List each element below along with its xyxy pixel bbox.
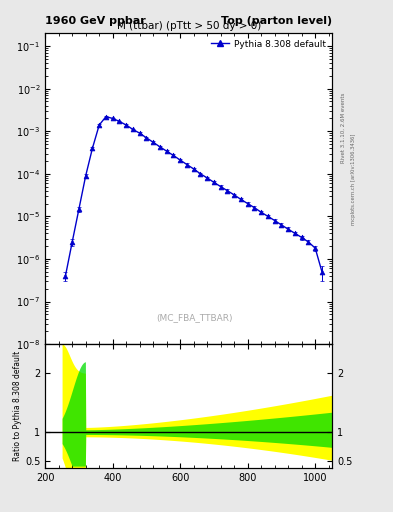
Text: Top (parton level): Top (parton level) [221,15,332,26]
Y-axis label: Ratio to Pythia 8.308 default: Ratio to Pythia 8.308 default [13,351,22,461]
Text: mcplots.cern.ch [arXiv:1306.3436]: mcplots.cern.ch [arXiv:1306.3436] [351,134,356,225]
Text: Rivet 3.1.10, 2.6M events: Rivet 3.1.10, 2.6M events [341,93,346,163]
Legend: Pythia 8.308 default: Pythia 8.308 default [208,36,329,52]
Text: 1960 GeV ppbar: 1960 GeV ppbar [45,15,146,26]
Text: (MC_FBA_TTBAR): (MC_FBA_TTBAR) [156,313,233,323]
Title: M (ttbar) (pTtt > 50 dy > 0): M (ttbar) (pTtt > 50 dy > 0) [116,21,261,31]
